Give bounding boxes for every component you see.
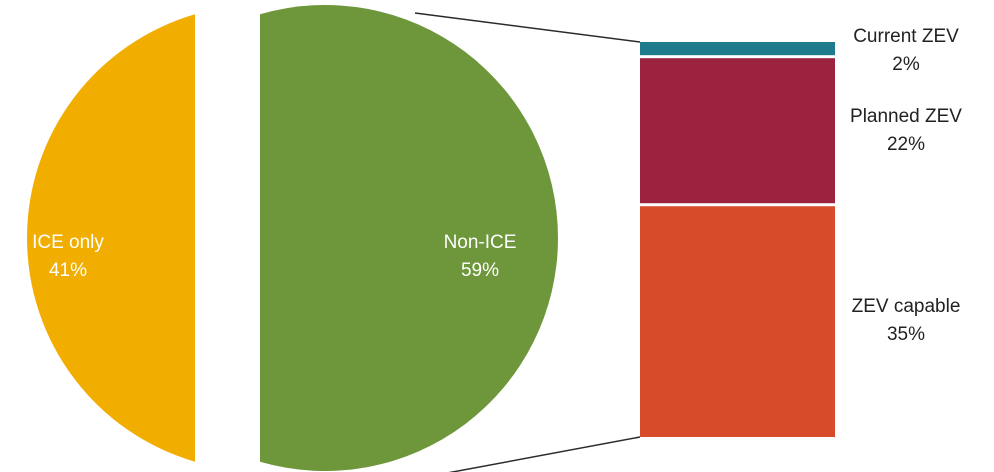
slice-value-ice-only: 41% [49, 260, 87, 281]
slice-label-ice-only: ICE only [32, 232, 104, 253]
slice-label-non-ice: Non-ICE [444, 232, 517, 253]
segment-value-current-zev: 2% [892, 54, 920, 75]
connector-top [414, 12, 641, 43]
segment-label-zev-capable: ZEV capable [852, 296, 961, 317]
bar-segment-planned-zev [640, 58, 835, 204]
bar-segment-zev-capable [640, 206, 835, 437]
segment-label-current-zev: Current ZEV [853, 26, 959, 47]
bar-segment-current-zev [640, 42, 835, 56]
slice-value-non-ice: 59% [461, 260, 499, 281]
breakdown-bar [640, 42, 835, 437]
connector-bottom [448, 436, 641, 472]
segment-value-zev-capable: 35% [887, 324, 925, 345]
pie-slice-non-ice [259, 5, 558, 472]
connector-lines [414, 12, 641, 472]
pie-slice-ice-only [26, 14, 196, 462]
segment-label-planned-zev: Planned ZEV [850, 106, 962, 127]
segment-value-planned-zev: 22% [887, 134, 925, 155]
pie-chart [26, 5, 558, 472]
